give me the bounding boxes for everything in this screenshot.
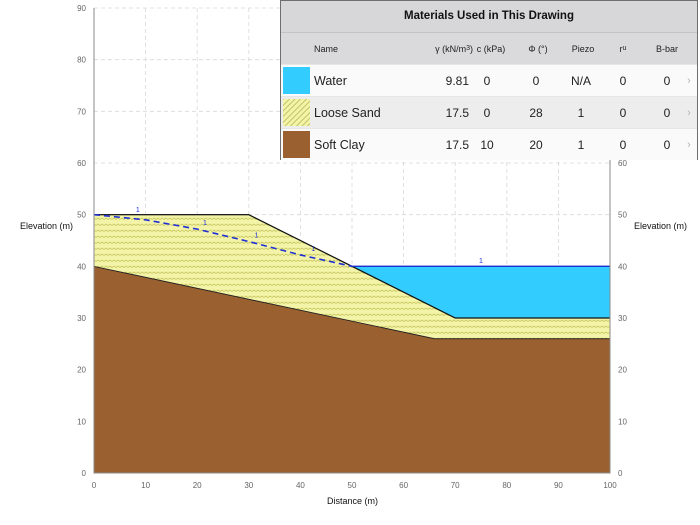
profile-lines: 1 1 1 1 1 [93,207,610,319]
y-tick-label-right: 20 [618,366,627,375]
x-tick-label: 100 [603,481,617,490]
material-b-bar: 0 [663,105,671,120]
material-name: Loose Sand [314,105,381,120]
y-tick-label-right: 50 [618,211,627,220]
material-name: Water [314,73,347,88]
y-tick-label-left: 0 [82,469,87,478]
y-tick-label-left: 30 [77,314,86,323]
piezo-line-label: 1 [479,258,483,265]
piezo-line-label: 1 [255,232,259,239]
y-tick-label-right: 40 [618,262,627,271]
material-cohesion: 0 [483,73,491,88]
y-tick-label-right: 0 [618,469,623,478]
material-cohesion: 0 [483,105,491,120]
material-color-swatch [282,99,310,126]
material-piezo: 1 [577,137,585,152]
x-tick-label: 90 [554,481,563,490]
x-tick-label: 0 [92,481,97,490]
material-b-bar: 0 [663,137,671,152]
y-axis-title-right: Elevation (m) [634,221,688,231]
material-regions[interactable] [93,214,611,474]
material-row[interactable]: Soft Clay 17.5 10 20 1 0 0 › [281,128,697,160]
y-tick-label-left: 90 [77,4,86,13]
material-row[interactable]: Loose Sand 17.5 0 28 1 0 0 › [281,96,697,128]
material-swatch-cell [282,129,310,160]
material-piezo: N/A [570,73,591,88]
chevron-right-icon[interactable]: › [687,138,691,151]
chevron-right-icon[interactable]: › [687,106,691,119]
y-tick-label-left: 70 [77,107,86,116]
material-swatch-cell [282,65,310,96]
header-cohesion: c (kPa) [476,43,506,54]
y-tick-label-left: 20 [77,366,86,375]
y-tick-label-left: 10 [77,417,86,426]
header-unit-weight: γ (kN/m 3) [435,43,473,54]
material-color-swatch [282,131,310,158]
header-name: Name [314,43,339,54]
x-tick-label: 20 [193,481,202,490]
material-cohesion: 10 [480,137,494,152]
chevron-right-icon[interactable]: › [687,74,691,87]
piezo-line-label: 1 [136,207,140,214]
x-tick-label: 10 [141,481,150,490]
material-b-bar: 0 [663,73,671,88]
piezo-line-label: 1 [203,220,207,227]
x-tick-label: 70 [451,481,460,490]
x-tick-label: 40 [296,481,305,490]
y-tick-label-left: 40 [77,262,86,271]
header-b-bar: B-bar [655,43,678,54]
material-ru: 0 [619,137,627,152]
material-ru: 0 [619,105,627,120]
material-friction-angle: 20 [529,137,543,152]
piezo-line-label: 1 [311,246,315,253]
material-unit-weight: 17.5 [445,105,469,120]
y-tick-label-left: 60 [77,159,86,168]
material-ru: 0 [619,73,627,88]
piezometric-line-dashed [93,213,353,268]
y-tick-label-right: 10 [618,417,627,426]
material-color-swatch [282,67,310,94]
y-tick-label-left: 80 [77,56,86,65]
x-tick-label: 30 [244,481,253,490]
y-tick-label-left: 50 [77,211,86,220]
x-tick-label: 80 [502,481,511,490]
header-friction-angle: Φ (°) [528,43,548,54]
y-axis-title-left: Elevation (m) [20,221,74,231]
x-axis-title: Distance (m) [327,496,379,506]
x-tick-label: 50 [348,481,357,490]
material-friction-angle: 0 [532,73,540,88]
y-tick-label-right: 30 [618,314,627,323]
materials-panel: Materials Used in This Drawing Name γ (k… [280,0,698,160]
material-unit-weight: 9.81 [445,73,469,88]
material-row[interactable]: Water 9.81 0 0 N/A 0 0 › [281,64,697,96]
material-unit-weight: 17.5 [445,137,469,152]
y-tick-label-right: 60 [618,159,627,168]
materials-panel-title: Materials Used in This Drawing [281,1,697,33]
material-name: Soft Clay [314,137,365,152]
x-tick-label: 60 [399,481,408,490]
material-friction-angle: 28 [529,105,543,120]
header-piezo: Piezo [571,43,595,54]
material-piezo: 1 [577,105,585,120]
material-swatch-cell [282,97,310,128]
